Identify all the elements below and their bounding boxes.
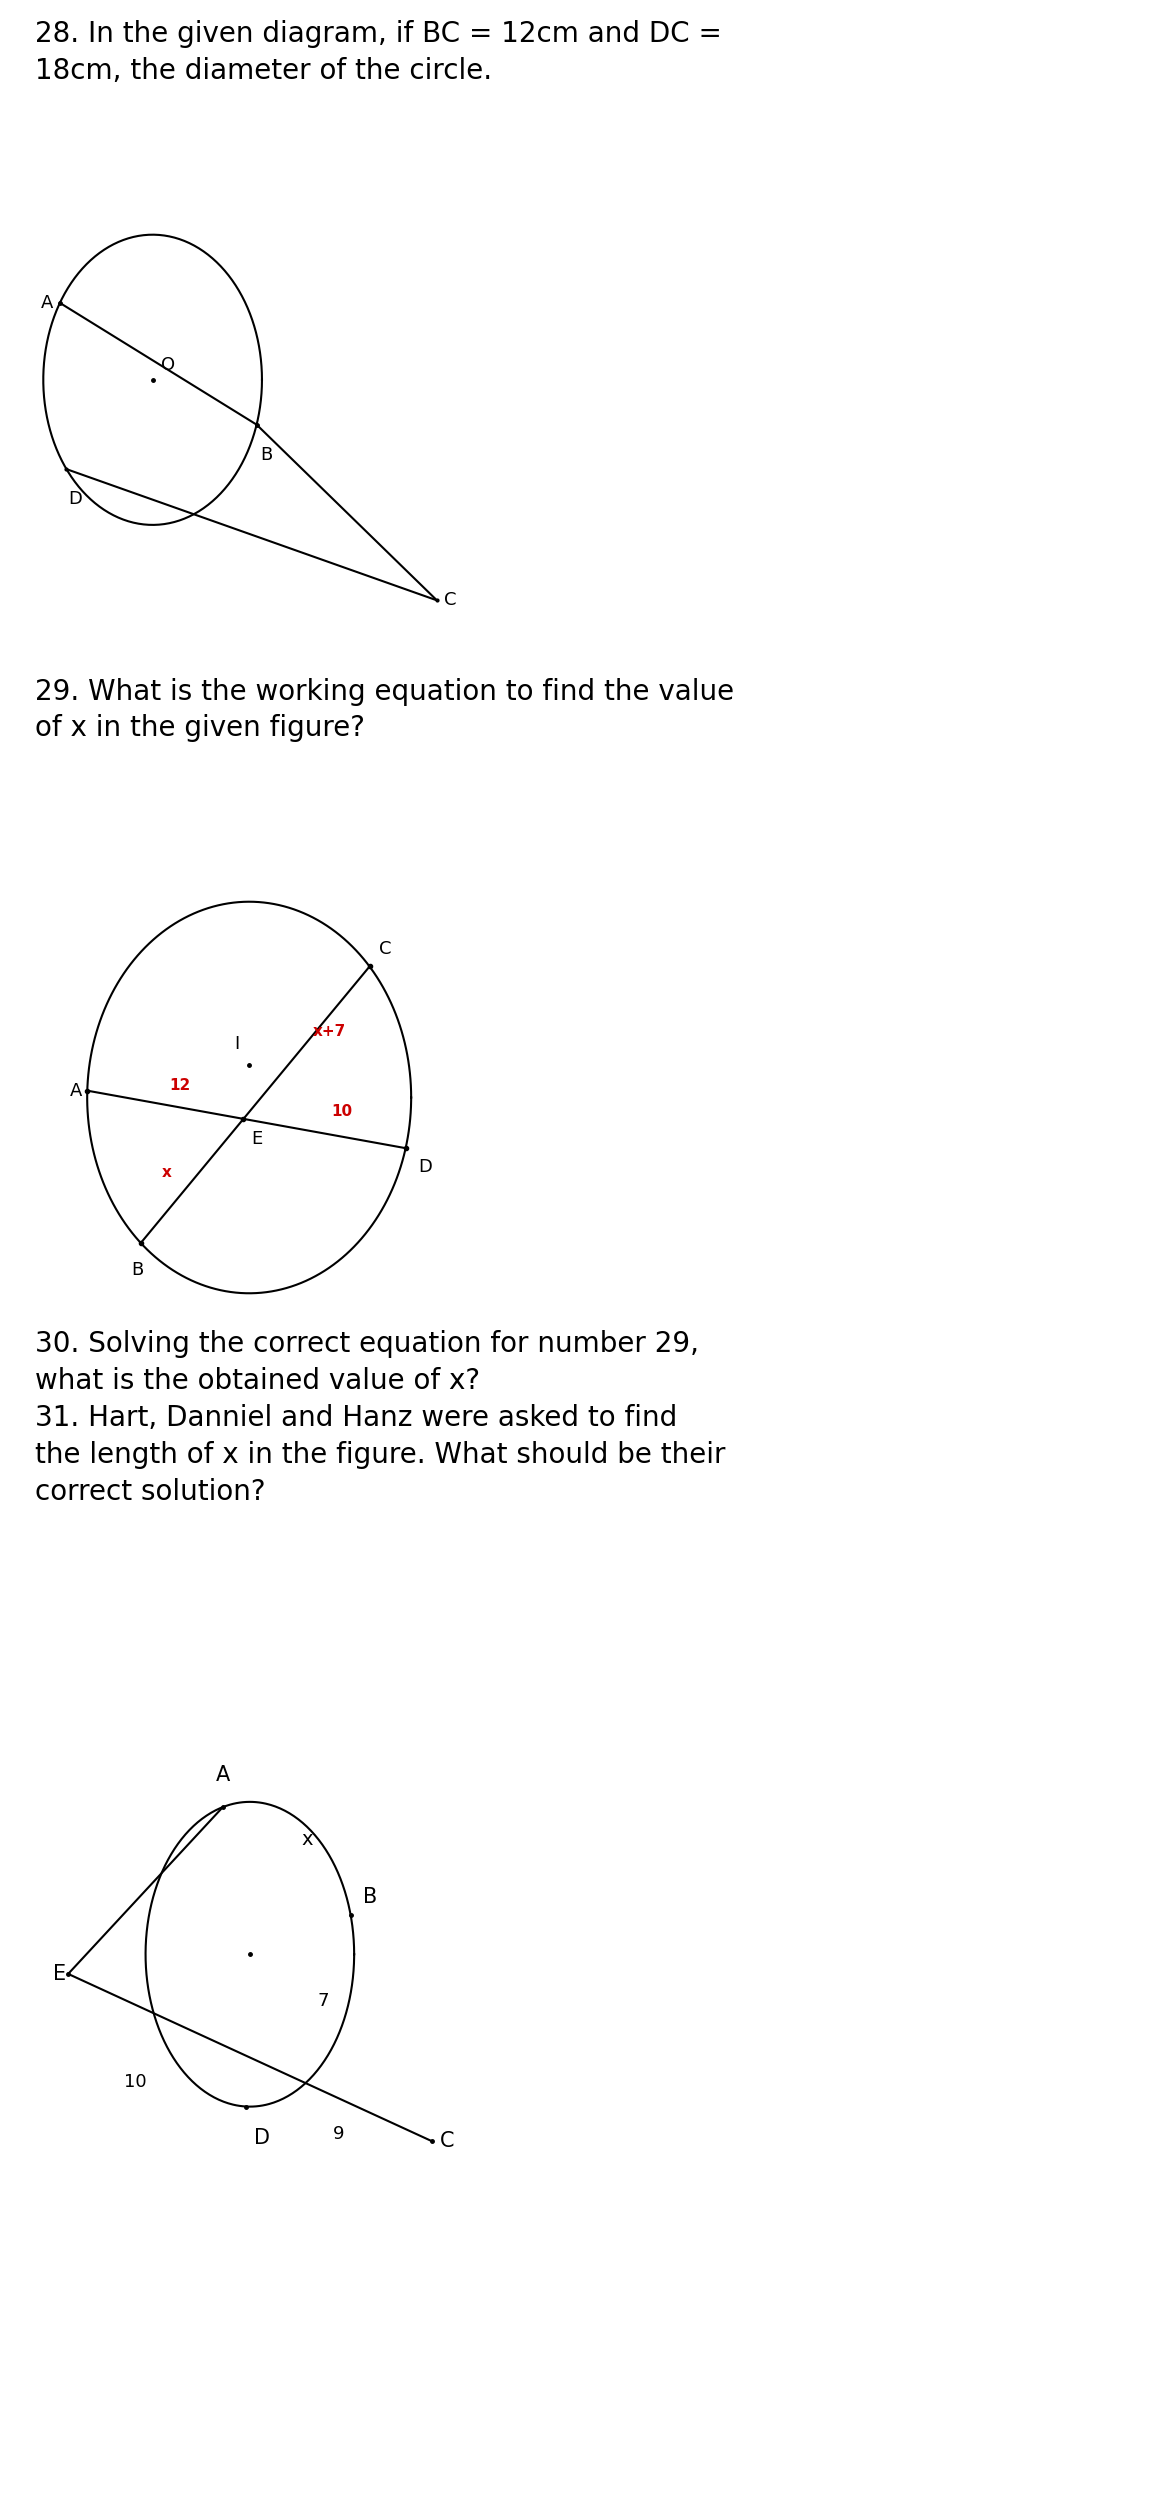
Text: C: C (444, 592, 457, 610)
Text: A: A (40, 294, 53, 311)
Text: x: x (161, 1165, 171, 1180)
Text: E: E (53, 1963, 67, 1983)
Text: B: B (260, 447, 273, 464)
Text: 28. In the given diagram, if BC = 12cm and DC =
18cm, the diameter of the circle: 28. In the given diagram, if BC = 12cm a… (35, 20, 722, 85)
Text: 12: 12 (169, 1079, 191, 1092)
Text: D: D (254, 2128, 270, 2149)
Text: D: D (418, 1157, 432, 1177)
Text: O: O (161, 356, 175, 374)
Text: B: B (131, 1260, 144, 1280)
Text: B: B (363, 1888, 378, 1908)
Text: A: A (215, 1765, 230, 1785)
Text: 29. What is the working equation to find the value
of x in the given figure?: 29. What is the working equation to find… (35, 678, 733, 743)
Text: C: C (440, 2131, 455, 2151)
Text: C: C (380, 941, 391, 959)
Text: x+7: x+7 (313, 1024, 346, 1039)
Text: 9: 9 (333, 2123, 344, 2144)
Text: 10: 10 (331, 1104, 352, 1119)
Text: A: A (69, 1082, 82, 1099)
Text: I: I (235, 1034, 239, 1052)
Text: 7: 7 (318, 1993, 329, 2011)
Text: D: D (68, 489, 82, 507)
Text: 30. Solving the correct equation for number 29,
what is the obtained value of x?: 30. Solving the correct equation for num… (35, 1330, 725, 1506)
Text: x: x (302, 1830, 313, 1850)
Text: E: E (252, 1130, 262, 1147)
Text: 10: 10 (124, 2073, 147, 2091)
